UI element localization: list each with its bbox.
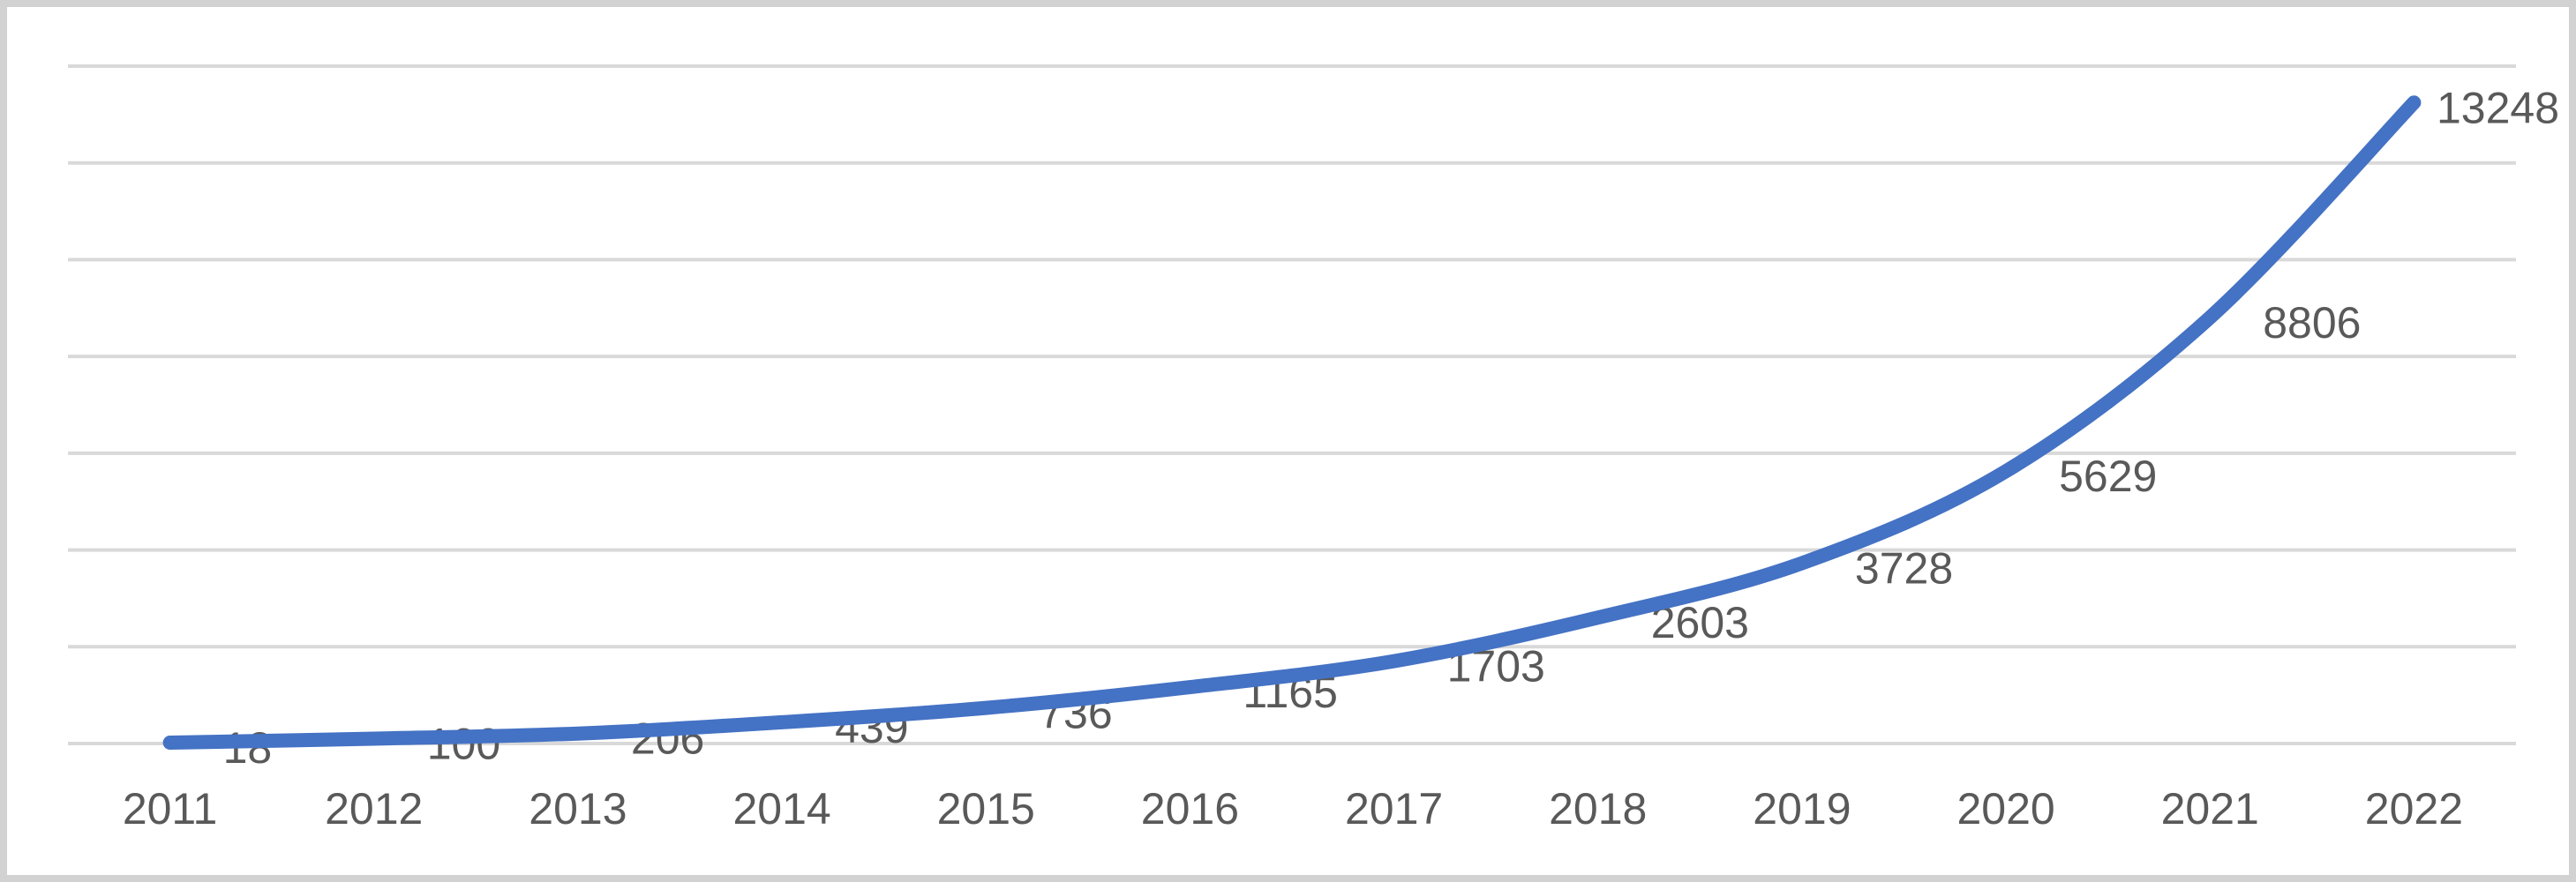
x-axis-label: 2016 [1141,784,1239,833]
data-label: 8806 [2263,298,2361,348]
x-axis-label: 2014 [732,784,830,833]
data-label: 13248 [2437,83,2559,132]
series-line [162,95,2422,750]
x-axis-label: 2018 [1549,784,1647,833]
x-axis-label: 2022 [2365,784,2463,833]
x-axis-label: 2020 [1956,784,2054,833]
x-axis-label: 2012 [325,784,423,833]
gridlines-group [68,64,2516,745]
x-axis-label: 2011 [123,784,218,833]
x-axis-label: 2021 [2161,784,2259,833]
x-axis-labels-group: 2011 2012 2013 2014 2015 2016 2017 2018 2019 2020… [123,784,2463,833]
data-label: 5629 [2059,452,2157,501]
x-axis-label: 2015 [937,784,1035,833]
x-axis-label: 2017 [1345,784,1443,833]
data-label: 3728 [1855,543,1953,593]
series-line-group [162,95,2422,750]
x-axis-label: 2013 [529,784,627,833]
x-axis-label: 2019 [1753,784,1851,833]
data-labels-group: 18 100 206 439 736 11651703260337285629880613… [223,83,2559,773]
